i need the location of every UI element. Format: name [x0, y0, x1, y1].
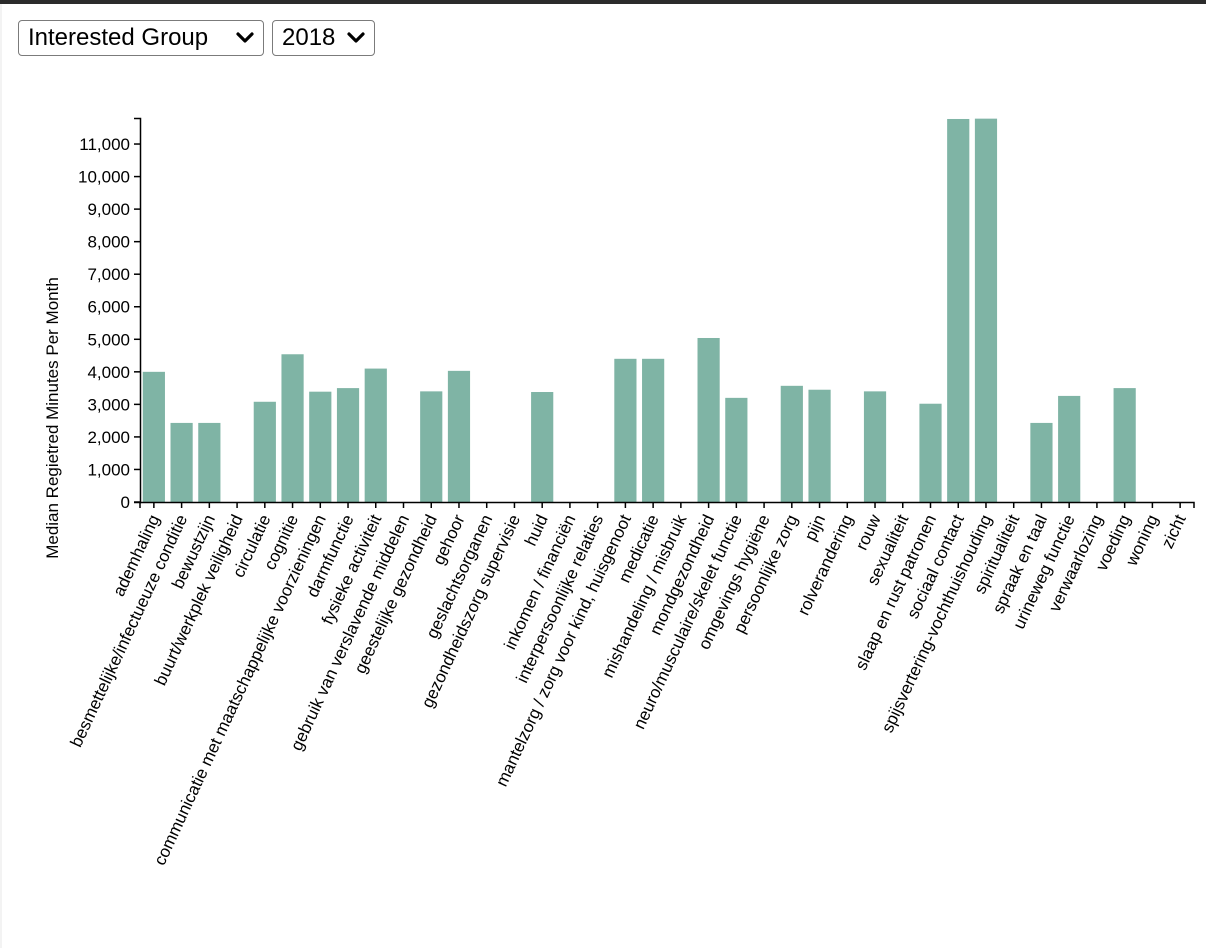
bar: [281, 354, 304, 502]
bar: [863, 391, 887, 502]
window-top-border: [0, 0, 1206, 4]
bar: [336, 388, 360, 502]
bar: [614, 358, 637, 502]
y-tick-label: 1,000: [87, 460, 130, 479]
bar: [447, 370, 471, 502]
bar: [170, 422, 193, 502]
filter-controls: Interested Group 2018: [18, 20, 375, 56]
bar: [198, 422, 221, 502]
group-select-value: Interested Group: [28, 24, 209, 51]
bar: [253, 401, 276, 502]
window-left-edge: [0, 4, 2, 948]
y-tick-label: 6,000: [87, 298, 130, 317]
bar: [420, 391, 443, 502]
bar: [697, 337, 720, 502]
y-tick-label: 5,000: [87, 330, 130, 349]
x-axis-line: [139, 501, 1195, 508]
bar: [531, 392, 554, 502]
bar: [1030, 422, 1053, 502]
x-tick-label: zicht: [1158, 511, 1190, 551]
bar: [808, 389, 831, 502]
bar: [142, 371, 165, 502]
y-tick-label: 2,000: [87, 428, 130, 447]
y-tick-label: 8,000: [87, 233, 130, 252]
chevron-down-icon: [347, 32, 365, 44]
y-tick-label: 9,000: [87, 200, 130, 219]
y-tick-label: 0: [121, 493, 130, 512]
bar: [919, 403, 942, 502]
y-tick-label: 7,000: [87, 265, 130, 284]
bar: [974, 118, 998, 503]
bar: [780, 385, 803, 502]
bar: [1113, 388, 1136, 502]
y-tick-label: 3,000: [87, 395, 130, 414]
x-tick-label: pijn: [801, 512, 829, 544]
group-select[interactable]: Interested Group: [18, 20, 264, 56]
bar: [947, 118, 970, 502]
bar: [725, 397, 748, 502]
y-tick-label: 4,000: [87, 363, 130, 382]
bar: [1058, 395, 1081, 502]
year-select-value: 2018: [282, 24, 336, 51]
y-tick-label: 10,000: [78, 168, 130, 187]
y-axis-label: Median Regietred Minutes Per Month: [43, 277, 62, 559]
bar: [309, 391, 332, 502]
y-tick-label: 11,000: [79, 135, 130, 154]
bar: [364, 368, 387, 502]
year-select[interactable]: 2018: [272, 20, 375, 56]
chevron-down-icon: [236, 32, 254, 44]
bar: [642, 358, 665, 502]
